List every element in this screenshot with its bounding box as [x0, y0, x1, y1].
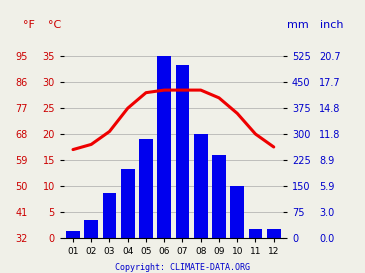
Text: °C: °C — [48, 20, 61, 30]
Bar — [66, 231, 80, 238]
Bar — [121, 168, 135, 238]
Bar — [212, 155, 226, 238]
Bar — [194, 134, 208, 238]
Text: Copyright: CLIMATE-DATA.ORG: Copyright: CLIMATE-DATA.ORG — [115, 263, 250, 272]
Bar — [103, 193, 116, 238]
Bar — [139, 139, 153, 238]
Bar — [230, 186, 244, 238]
Text: inch: inch — [320, 20, 344, 30]
Bar — [267, 229, 281, 238]
Text: °F: °F — [23, 20, 35, 30]
Bar — [249, 229, 262, 238]
Bar — [84, 220, 98, 238]
Bar — [176, 65, 189, 238]
Bar — [157, 57, 171, 238]
Text: mm: mm — [287, 20, 308, 30]
